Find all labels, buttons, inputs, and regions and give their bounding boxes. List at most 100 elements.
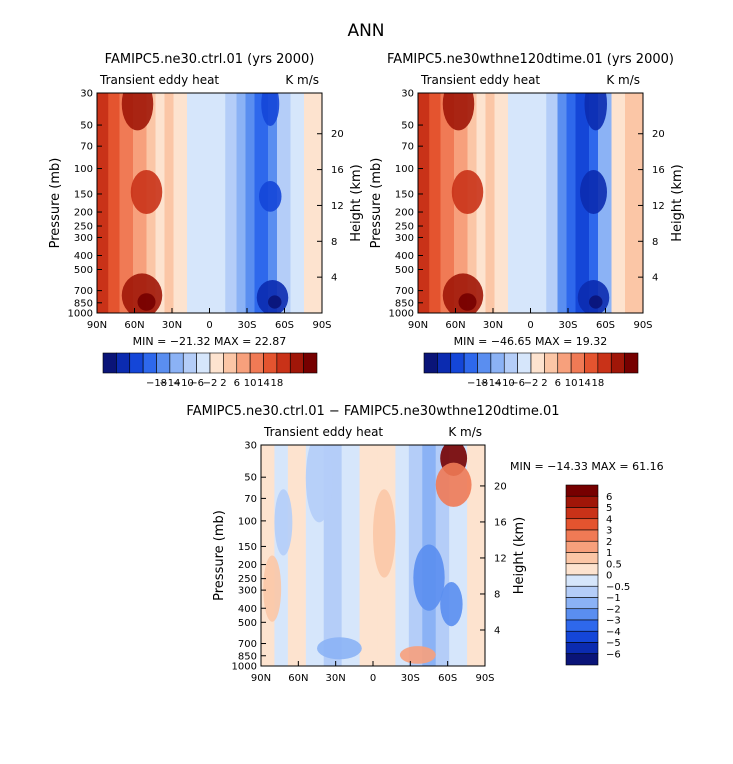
colorbar-swatch <box>503 352 518 374</box>
colorbar-label: 6 <box>234 378 240 389</box>
contour-blob-0 <box>121 93 154 131</box>
colorbar-swatch <box>624 352 639 374</box>
colorbar-swatch <box>565 630 599 643</box>
lat-tick-label: 90N <box>408 320 428 331</box>
chart-panel-panel-ctrl: FAMIPC5.ne30.ctrl.01 (yrs 2000) Transient… <box>48 52 364 389</box>
colorbar-swatch <box>249 352 264 374</box>
colorbar-swatch <box>490 352 505 374</box>
pressure-tick-label: 30 <box>80 89 93 100</box>
colorbar-label: −18 <box>146 378 167 389</box>
contour-band-11 <box>557 93 567 313</box>
contour-band-16 <box>290 93 305 313</box>
colorbar-label: 0 <box>606 571 612 582</box>
height-tick-label: 20 <box>494 481 507 492</box>
colorbar-swatch <box>565 495 599 508</box>
colorbar-label: 0.5 <box>606 559 622 570</box>
colorbar-label: −6 <box>189 378 204 389</box>
contour-blob-5 <box>413 544 445 611</box>
pressure-tick-label: 200 <box>238 560 257 571</box>
colorbar-swatch <box>610 352 625 374</box>
colorbar-label: −5 <box>606 638 621 649</box>
pressure-tick-label: 400 <box>74 251 93 262</box>
colorbar-swatch <box>263 352 278 374</box>
pressure-tick-label: 250 <box>395 222 414 233</box>
chart-panel-panel-test: FAMIPC5.ne30wthne120dtime.01 (yrs 2000) T… <box>369 52 685 389</box>
pressure-tick-label: 100 <box>74 164 93 175</box>
height-tick-label: 4 <box>494 625 500 636</box>
y-axis-label-right: Height (km) <box>670 164 685 241</box>
contour-band-7 <box>494 93 509 313</box>
page-title: ANN <box>347 21 384 41</box>
height-tick-label: 20 <box>331 129 344 140</box>
lat-tick-label: 90S <box>633 320 652 331</box>
colorbar-label: 2 <box>220 378 226 389</box>
pressure-tick-label: 1000 <box>389 309 414 320</box>
chart-subtitle-left: Transient eddy heat <box>420 73 540 87</box>
height-tick-label: 8 <box>331 237 337 248</box>
lat-tick-label: 0 <box>527 320 533 331</box>
contour-band-9 <box>408 445 423 666</box>
colorbar-swatch <box>565 507 599 520</box>
colorbar-swatch <box>565 597 599 610</box>
contour-blob-1 <box>130 170 163 214</box>
colorbar-swatch <box>565 552 599 565</box>
colorbar-swatch <box>565 518 599 531</box>
lat-tick-label: 90S <box>312 320 331 331</box>
colorbar-swatch <box>169 352 184 374</box>
colorbar-label: 2 <box>541 378 547 389</box>
colorbar-swatch <box>223 352 238 374</box>
chart-title: FAMIPC5.ne30.ctrl.01 (yrs 2000) <box>105 52 315 67</box>
colorbar-label: −14 <box>159 378 180 389</box>
colorbar-swatch <box>584 352 599 374</box>
colorbar-swatch <box>517 352 532 374</box>
colorbar-swatch <box>450 352 465 374</box>
pressure-tick-label: 30 <box>401 89 414 100</box>
pressure-tick-label: 200 <box>395 208 414 219</box>
colorbar-swatch <box>477 352 492 374</box>
colorbar-label: −10 <box>494 378 515 389</box>
lat-tick-label: 90N <box>251 673 271 684</box>
pressure-tick-label: 300 <box>74 233 93 244</box>
pressure-tick-label: 50 <box>244 473 257 484</box>
colorbar-swatch <box>303 352 318 374</box>
chart-subtitle-left: Transient eddy heat <box>263 425 383 439</box>
lat-tick-label: 30N <box>162 320 182 331</box>
contour-band-1 <box>274 445 289 666</box>
contour-blob-6 <box>440 582 463 627</box>
colorbar-swatch <box>236 352 251 374</box>
colorbar-swatch <box>276 352 291 374</box>
contour-band-10 <box>225 93 237 313</box>
contour-blob-5 <box>259 181 282 212</box>
contour-blob-7 <box>399 646 436 664</box>
height-tick-label: 12 <box>494 553 507 564</box>
lat-tick-label: 90S <box>475 673 494 684</box>
contour-blob-5 <box>580 170 607 214</box>
contour-band-17 <box>625 93 643 313</box>
lat-tick-label: 60N <box>288 673 308 684</box>
chart-subtitle-right: K m/s <box>448 425 482 439</box>
colorbar-swatch <box>116 352 131 374</box>
contour-band-6 <box>164 93 174 313</box>
lat-tick-label: 60S <box>596 320 615 331</box>
contour-band-12 <box>566 93 576 313</box>
colorbar-swatch <box>565 642 599 655</box>
colorbar-label: 2 <box>606 537 612 548</box>
colorbar-label: 6 <box>606 492 612 503</box>
pressure-tick-label: 500 <box>395 265 414 276</box>
colorbar: −18−14−10−6−2 2 6 10 14 18 <box>423 352 639 389</box>
pressure-tick-label: 300 <box>238 586 257 597</box>
colorbar-label: 10 <box>244 378 257 389</box>
colorbar-swatch <box>423 352 438 374</box>
contour-band-6 <box>359 445 378 666</box>
colorbar-label: −6 <box>510 378 525 389</box>
colorbar-swatch <box>597 352 612 374</box>
min-max-readout: MIN = −46.65 MAX = 19.32 <box>454 335 608 348</box>
pressure-tick-label: 700 <box>395 286 414 297</box>
contour-band-1 <box>108 93 120 313</box>
colorbar-label: 18 <box>271 378 284 389</box>
contour-band-1 <box>429 93 441 313</box>
colorbar-label: 18 <box>592 378 605 389</box>
contour-blob-4 <box>584 93 607 131</box>
contour-band-17 <box>304 93 322 313</box>
chart-title: FAMIPC5.ne30wthne120dtime.01 (yrs 2000) <box>387 52 674 67</box>
